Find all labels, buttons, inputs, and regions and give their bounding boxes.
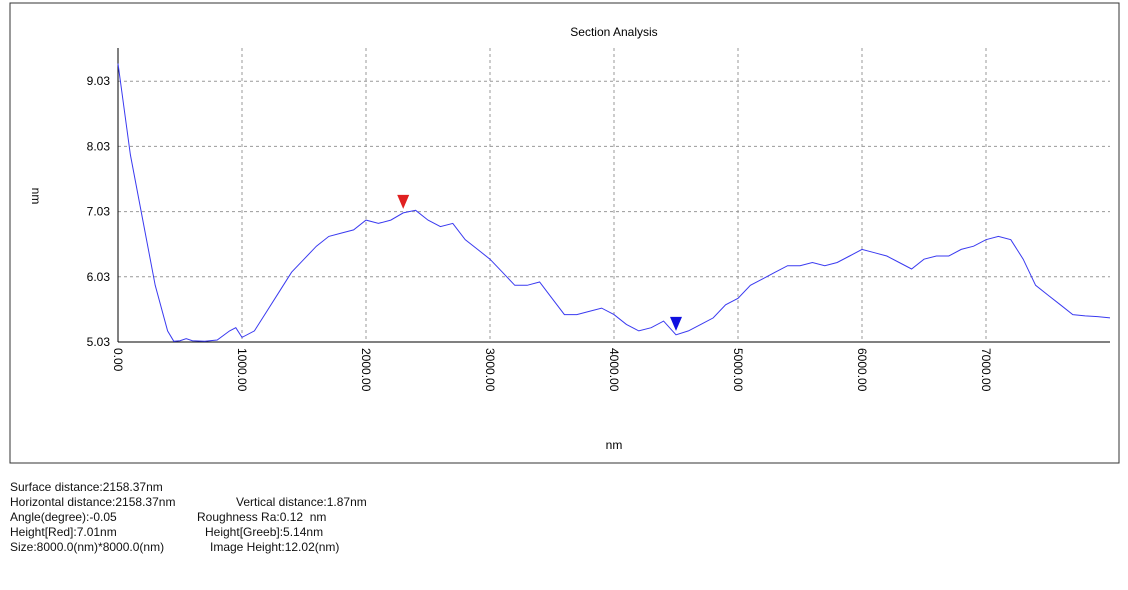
info-text: Surface distance:2158.37nm (10, 480, 163, 494)
info-text: Vertical distance:1.87nm (236, 495, 367, 509)
y-axis-label: nm (29, 188, 43, 205)
info-text: Size:8000.0(nm)*8000.0(nm) (10, 540, 165, 554)
info-text: Roughness Ra:0.12 nm (197, 510, 327, 524)
x-tick-label: 1000.00 (235, 348, 249, 392)
x-tick-label: 0.00 (111, 348, 125, 372)
x-tick-label: 3000.00 (483, 348, 497, 392)
chart-frame (9, 2, 1120, 464)
info-text: Height[Red]:7.01nm (10, 525, 117, 539)
chart: Section Analysis nm nm 5.03 6.03 7.03 8.03 9… (9, 2, 1120, 464)
cursor-marker (670, 316, 682, 331)
x-tick-label: 2000.00 (359, 348, 373, 392)
info-text: Angle(degree):-0.05 (10, 510, 117, 524)
y-tick-label: 5.03 (87, 335, 111, 349)
info-text: Horizontal distance:2158.37nm (10, 495, 176, 509)
cursor-marker (397, 194, 410, 209)
x-axis-label: nm (606, 438, 623, 452)
x-tick-label: 4000.00 (607, 348, 621, 392)
y-tick-label: 9.03 (87, 74, 111, 88)
info-text: Image Height:12.02(nm) (210, 540, 340, 554)
y-tick-label: 6.03 (87, 270, 111, 284)
x-tick-label: 6000.00 (855, 348, 869, 392)
y-tick-label: 7.03 (87, 205, 111, 219)
info-text: Height[Greeb]:5.14nm (205, 525, 324, 539)
y-tick-label: 8.03 (87, 139, 111, 153)
x-tick-label: 5000.00 (731, 348, 745, 392)
x-tick-label: 7000.00 (979, 348, 993, 392)
profile-line (117, 63, 1111, 342)
chart-title: Section Analysis (570, 25, 657, 39)
